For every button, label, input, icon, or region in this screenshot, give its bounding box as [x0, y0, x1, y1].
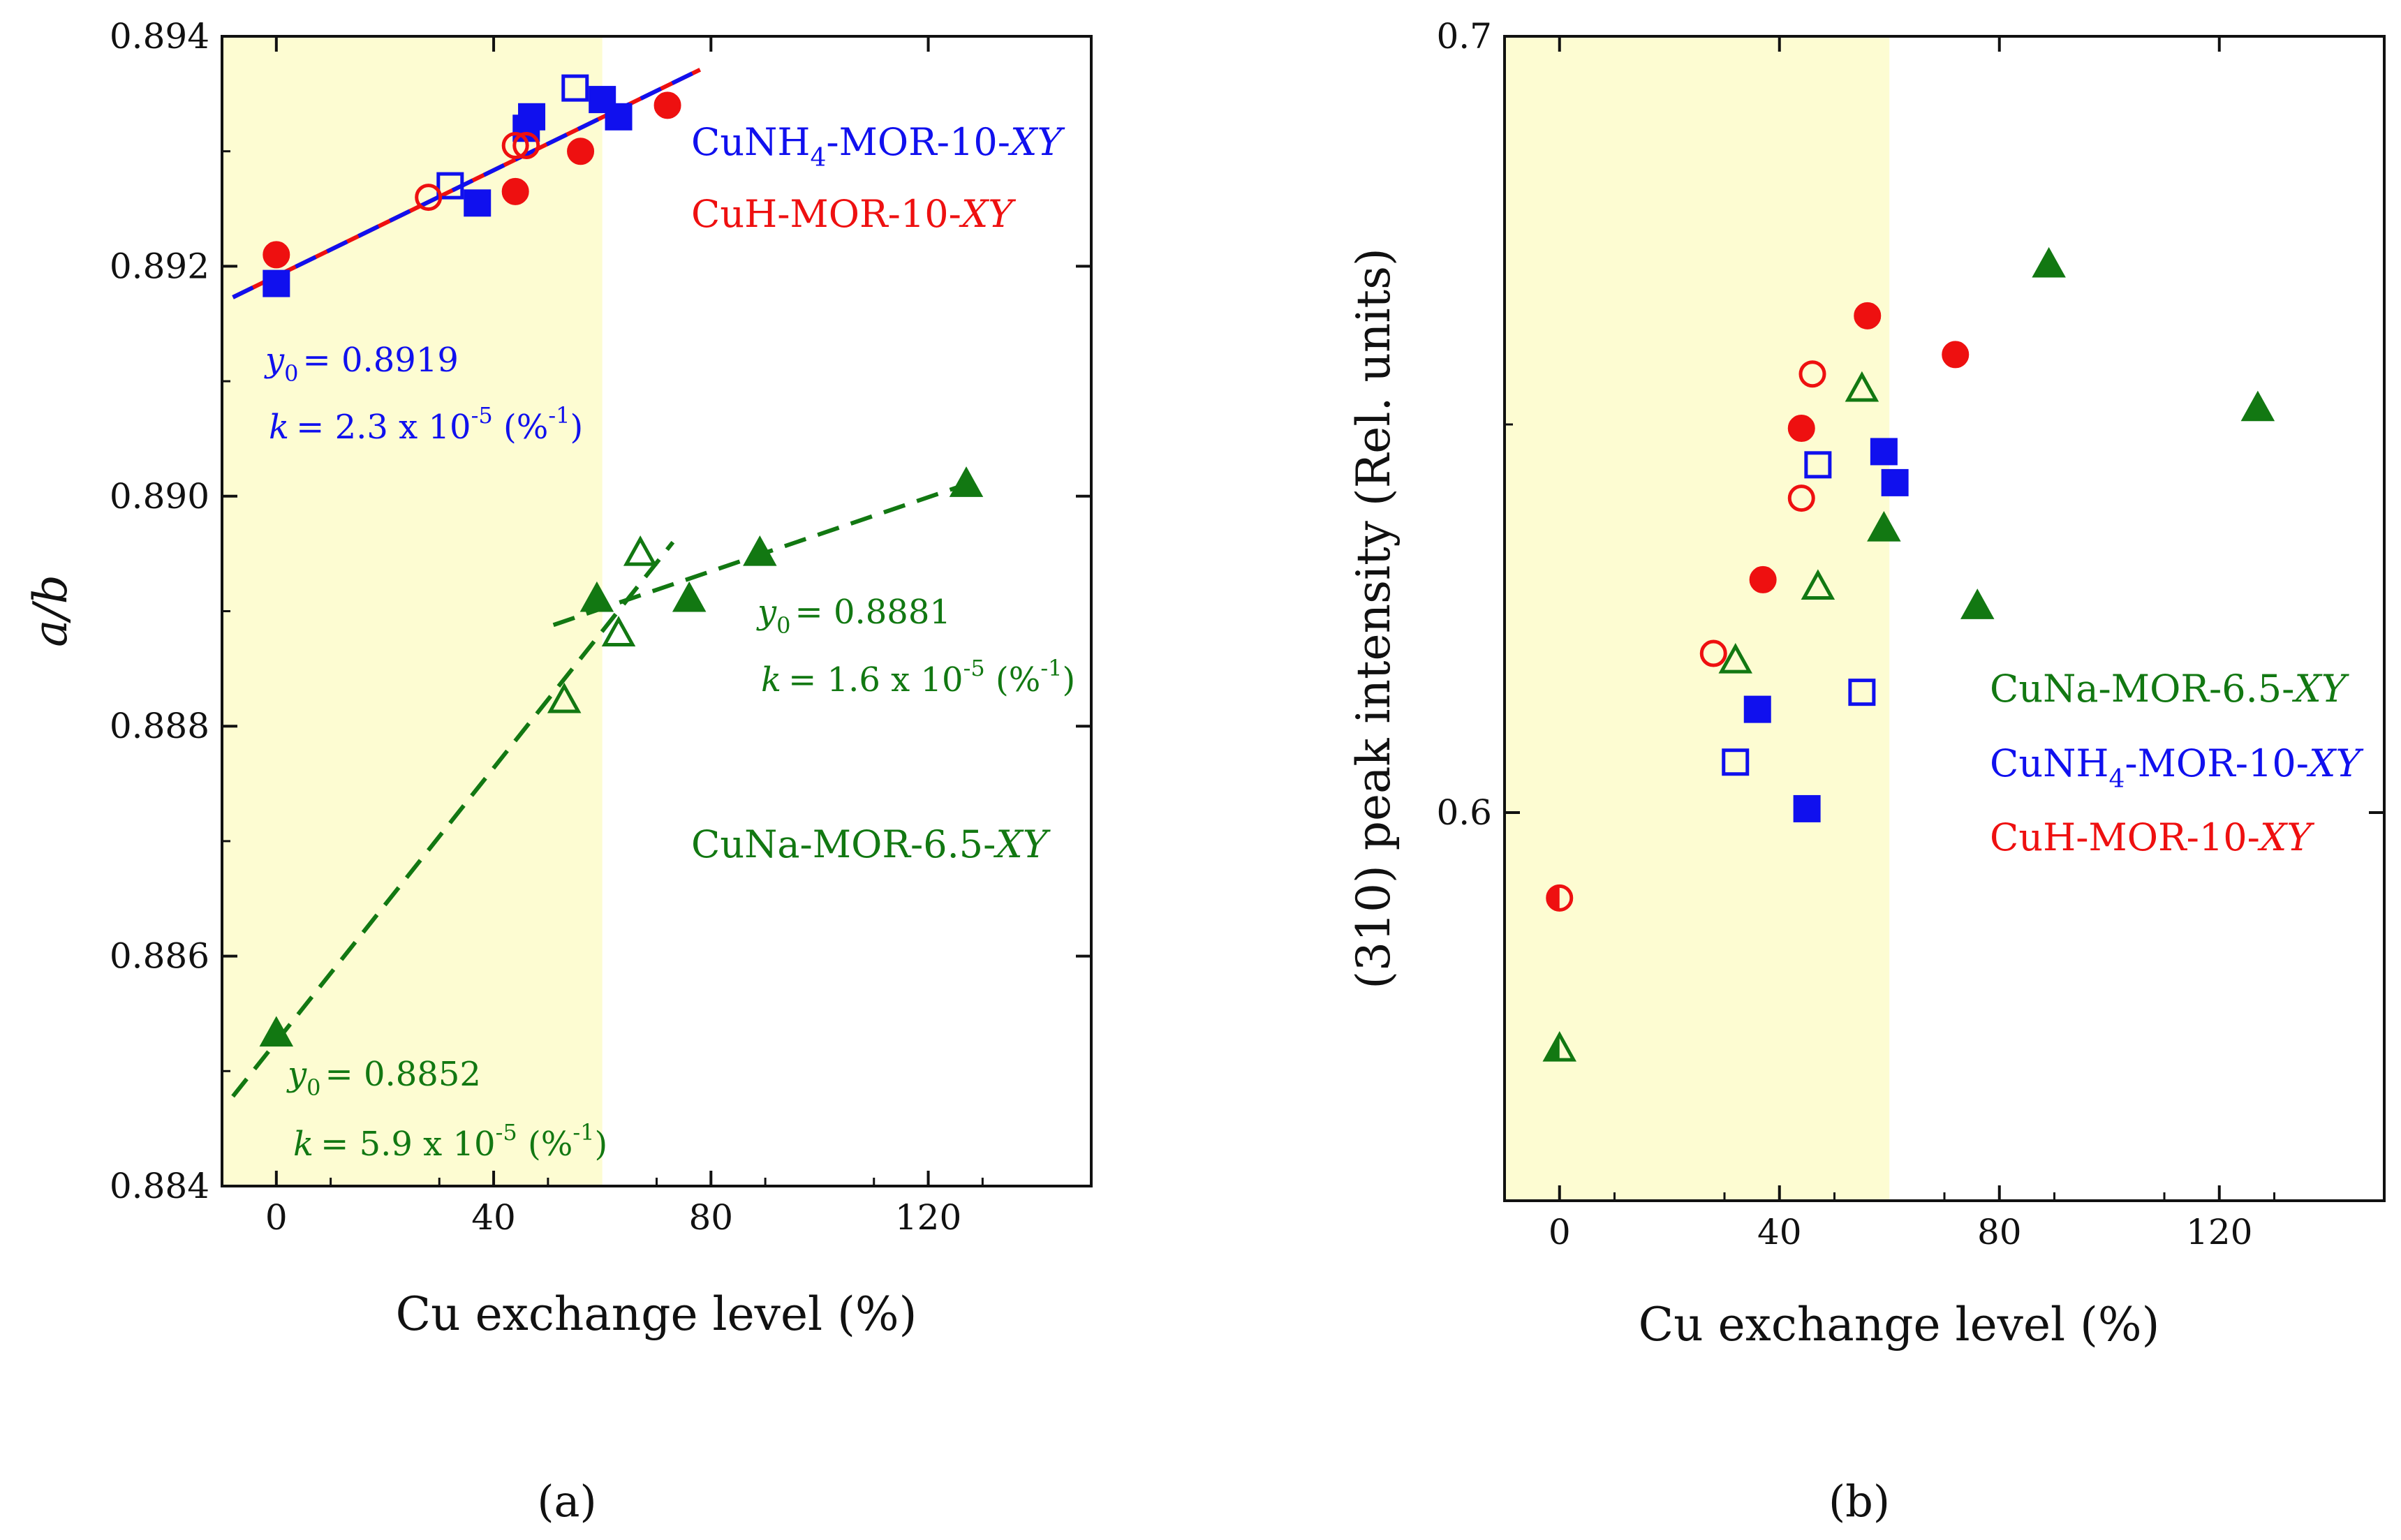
- x-tick-label: 0: [265, 1197, 288, 1238]
- x-tick-label: 80: [689, 1197, 734, 1238]
- x-tick-label: 40: [471, 1197, 516, 1238]
- annotation-k-cuna-low: k = 5.9 x 10-5 (%-1): [293, 1119, 607, 1164]
- y-axis-title: a/b: [24, 575, 77, 647]
- cuh-mor-10-xy-point-open: [1798, 360, 1826, 388]
- cuh-mor-10-xy-point-open: [501, 131, 529, 159]
- panel-label-b: (b): [1829, 1476, 1890, 1527]
- cunh4-mor-10-xy-point-open: [1804, 451, 1832, 479]
- cuh-mor-10-xy-point: [1942, 341, 1970, 369]
- cuna-mor-6-5-xy-point: [2240, 390, 2275, 422]
- cuh-mor-10-xy-point-open: [512, 131, 540, 159]
- annotation-k-cunh4: k = 2.3 x 10-5 (%-1): [269, 402, 583, 447]
- cuh-mor-10-xy-point-open: [1787, 484, 1815, 512]
- shaded-region: [222, 36, 603, 1186]
- y-tick-label: 0.894: [110, 16, 209, 57]
- cunh4-mor-10-xy-point: [1870, 438, 1898, 466]
- y-tick-label: 0.886: [110, 936, 209, 977]
- y-tick-label: 0.890: [110, 476, 209, 517]
- panel-label-a: (a): [537, 1476, 596, 1527]
- cuna-mor-6-5-xy-point-open: [601, 616, 636, 646]
- data-points: [259, 74, 984, 1047]
- cuna-mor-6-5-xy-point: [672, 581, 707, 612]
- cunh4-mor-10-xy-point: [464, 189, 492, 217]
- cuna-mor-6-5-xy-point: [949, 466, 984, 497]
- cuh-mor-10-xy-point: [501, 177, 529, 205]
- axis-ticks: 0 40 80 120 0.6 0.7: [1436, 16, 2384, 1252]
- y-tick-label: 0.7: [1436, 16, 1492, 57]
- x-axis-title: Cu exchange level (%): [396, 1287, 917, 1341]
- panel-a: 0 40 80 120 0.884 0.886 0.888 0.890 0.892 0.894 C…: [24, 16, 1093, 1527]
- x-tick-label: 80: [1977, 1212, 2022, 1252]
- cuna-mor-6-5-xy-point: [259, 1016, 294, 1047]
- cunh4-mor-10-xy-point: [1743, 695, 1771, 723]
- cuh-mor-10-xy-point: [653, 91, 681, 119]
- cuh-mor-10-xy-point: [263, 241, 290, 269]
- annotation-y0-cuna-high: y0 = 0.8881: [756, 593, 951, 639]
- fit-cuna-low: [231, 540, 675, 1098]
- cuna-mor-6-5-xy-point-open: [1801, 569, 1835, 600]
- cuh-mor-10-xy-point: [1787, 415, 1815, 443]
- legend-cunh4: CuNH4-MOR-10-XY: [691, 120, 1065, 172]
- cuh-mor-10-xy-point: [1854, 302, 1882, 330]
- cunh4-mor-10-xy-point: [518, 103, 546, 131]
- annotation-k-cuna-high: k = 1.6 x 10-5 (%-1): [761, 655, 1075, 699]
- x-tick-label: 40: [1757, 1212, 1802, 1252]
- panel-b: 0 40 80 120 0.6 0.7 Cu exchange level (%) (31…: [1347, 16, 2386, 1527]
- cunh4-mor-10-xy-point-open: [561, 74, 589, 102]
- x-tick-label: 120: [895, 1197, 961, 1238]
- cuna-mor-6-5-xy-point: [579, 581, 614, 612]
- y-tick-label: 0.884: [110, 1166, 209, 1206]
- cuh-mor-10-xy-point: [1749, 565, 1777, 593]
- cuh-mor-10-xy-point: [567, 138, 595, 165]
- y-tick-label: 0.892: [110, 246, 209, 286]
- cuna-mor-6-5-xy-point-open: [623, 535, 658, 566]
- cuh-mor-10-xy-point-half-fill: [1547, 886, 1560, 910]
- x-axis-title: Cu exchange level (%): [1639, 1298, 2160, 1352]
- cuh-mor-10-xy-point-open: [415, 184, 443, 212]
- cunh4-mor-10-xy-point-open: [1848, 679, 1876, 706]
- axis-ticks: 0 40 80 120 0.884 0.886 0.888 0.890 0.892 0.894: [110, 16, 1091, 1238]
- shaded-region: [1505, 36, 1890, 1201]
- cunh4-mor-10-xy-point: [263, 269, 290, 297]
- cuna-mor-6-5-xy-point-open: [1718, 643, 1752, 674]
- x-tick-label: 120: [2186, 1212, 2252, 1252]
- cuna-mor-6-5-xy-point-open: [1845, 371, 1879, 402]
- y-tick-label: 0.6: [1436, 792, 1492, 833]
- cunh4-mor-10-xy-point-open: [436, 172, 464, 200]
- cuh-mor-10-xy-point-open: [1699, 639, 1727, 667]
- annotation-y0-cunh4: y0 = 0.8919: [264, 341, 459, 387]
- cunh4-mor-10-xy-point: [1881, 468, 1909, 496]
- legend-cuna: CuNa-MOR-6.5-XY: [691, 822, 1051, 866]
- cuna-mor-6-5-xy-point-open: [547, 682, 582, 713]
- data-points: [1542, 246, 2275, 1062]
- y-axis-title: (310) peak intensity (Rel. units): [1347, 248, 1401, 989]
- cunh4-mor-10-xy-point-open: [1722, 748, 1750, 776]
- x-tick-label: 0: [1549, 1212, 1571, 1252]
- cuna-mor-6-5-xy-point: [1960, 588, 1995, 619]
- legend-cuh: CuH-MOR-10-XY: [691, 192, 1016, 236]
- cuna-mor-6-5-xy-point-half-fill: [1545, 1035, 1560, 1060]
- cuna-mor-6-5-xy-point: [1867, 510, 1901, 542]
- legend-cuna: CuNa-MOR-6.5-XY: [1990, 667, 2349, 711]
- annotation-y0-cuna-low: y0 = 0.8852: [286, 1055, 481, 1101]
- y-tick-label: 0.888: [110, 706, 209, 746]
- cuna-mor-6-5-xy-point: [743, 535, 777, 566]
- cunh4-mor-10-xy-point: [1793, 794, 1821, 822]
- cuna-mor-6-5-xy-point: [2032, 246, 2066, 278]
- legend-cunh4: CuNH4-MOR-10-XY: [1990, 741, 2363, 794]
- cunh4-mor-10-xy-point: [605, 103, 633, 131]
- legend-cuh: CuH-MOR-10-XY: [1990, 815, 2314, 859]
